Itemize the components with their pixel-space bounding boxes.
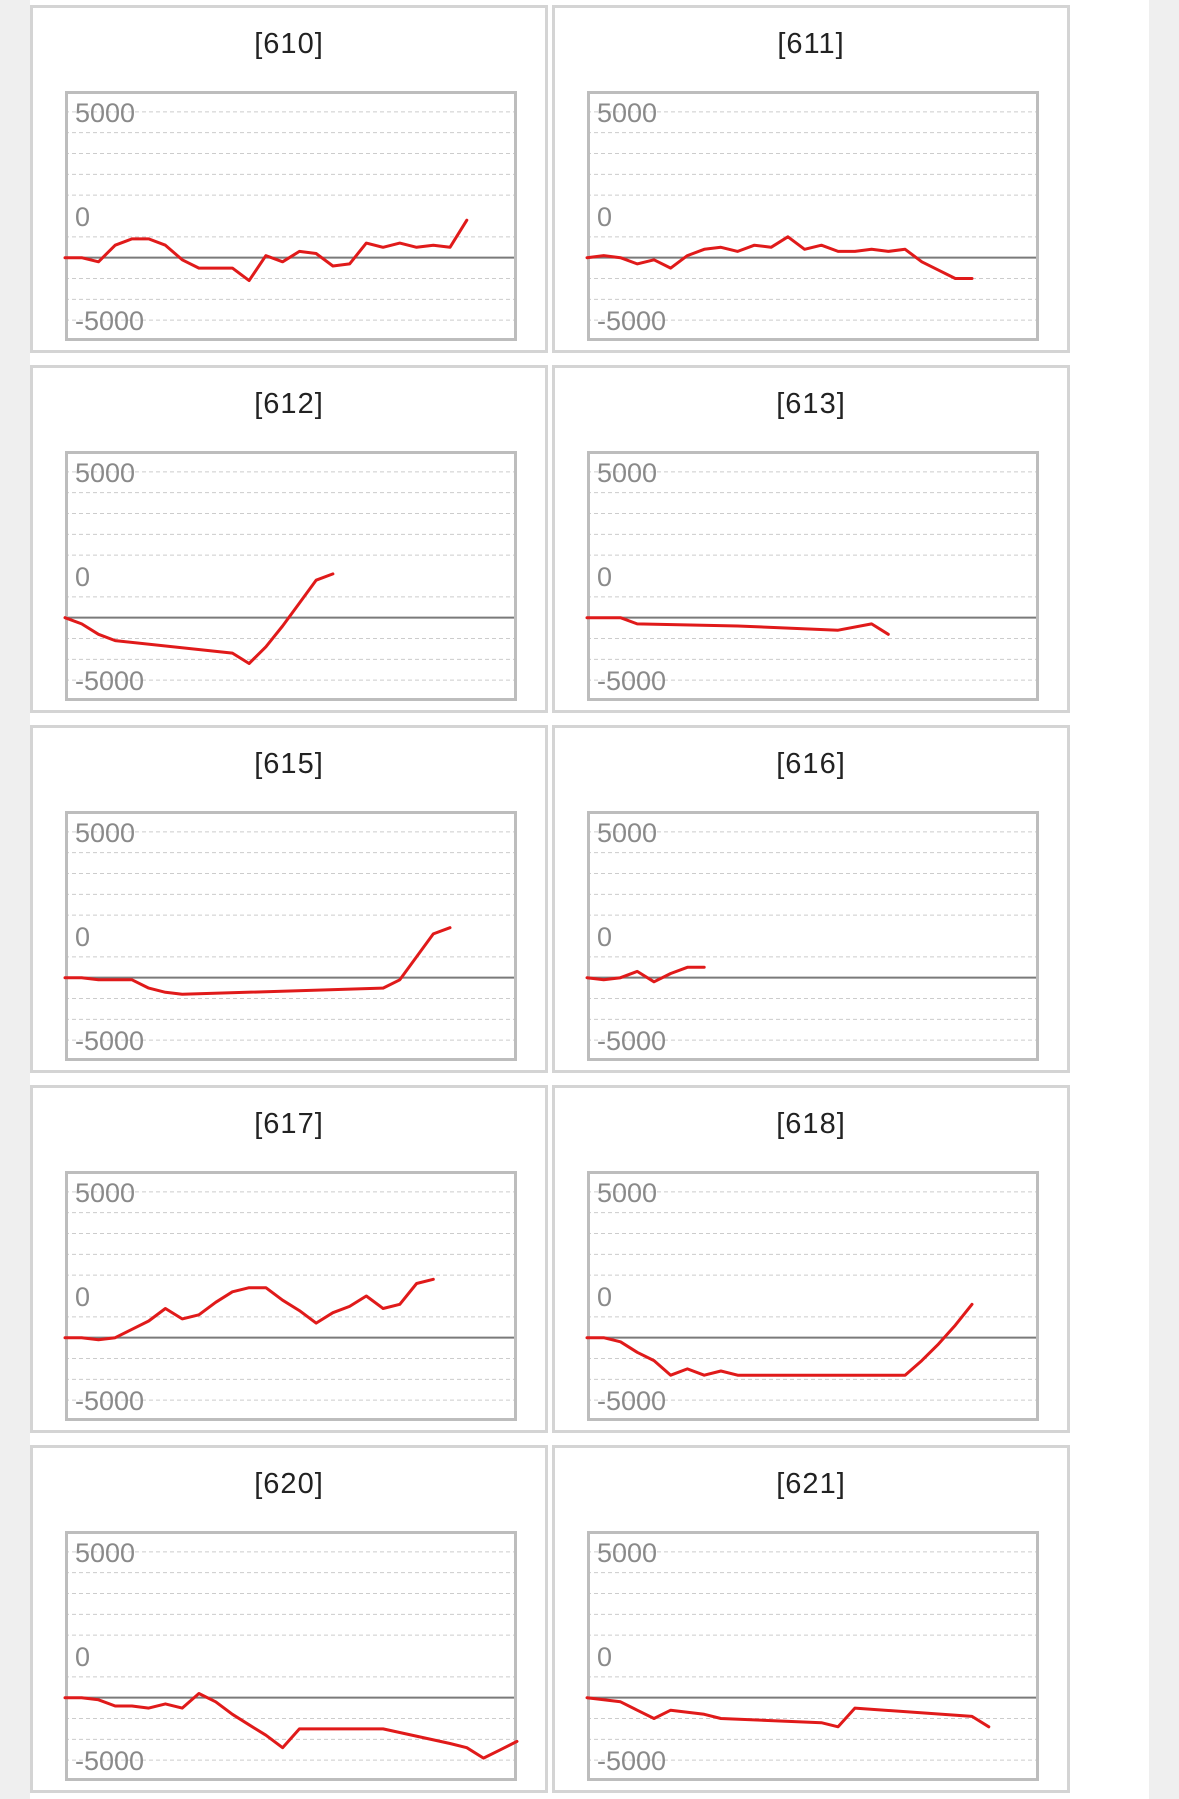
y-tick-label: 5000 <box>597 1538 657 1568</box>
chart-panel: [617] 5000 0 -5000 <box>30 1085 548 1433</box>
line-chart: 5000 0 -5000 <box>63 451 517 701</box>
plot-frame <box>65 1531 517 1781</box>
series-line <box>585 1696 991 1729</box>
y-tick-label: 0 <box>75 202 90 232</box>
chart-title: [615] <box>254 748 324 780</box>
series-line <box>585 616 890 636</box>
chart-panel: [613] 5000 0 -5000 <box>552 365 1070 713</box>
y-tick-label: 5000 <box>597 1178 657 1208</box>
plot-frame <box>65 451 517 701</box>
chart-panel: [616] 5000 0 -5000 <box>552 725 1070 1073</box>
y-tick-label: 5000 <box>597 98 657 128</box>
chart-panel: [612] 5000 0 -5000 <box>30 365 548 713</box>
line-chart: 5000 0 -5000 <box>63 1171 517 1421</box>
series-line <box>63 218 469 283</box>
y-tick-label: 0 <box>597 562 612 592</box>
chart-title: [620] <box>254 1468 324 1500</box>
y-tick-label: 0 <box>75 1282 90 1312</box>
line-chart: 5000 0 -5000 <box>585 451 1039 701</box>
chart-title: [611] <box>777 28 845 60</box>
plot-frame <box>587 1171 1039 1421</box>
chart-title: [610] <box>254 28 324 60</box>
chart-title: [617] <box>254 1108 324 1140</box>
y-tick-label: 0 <box>597 1282 612 1312</box>
chart-title: [613] <box>776 388 846 420</box>
chart-panel: [620] 5000 0 -5000 <box>30 1445 548 1793</box>
chart-title: [618] <box>776 1108 846 1140</box>
chart-panel: [618] 5000 0 -5000 <box>552 1085 1070 1433</box>
line-chart: 5000 0 -5000 <box>63 91 517 341</box>
plot-frame <box>65 1171 517 1421</box>
y-tick-label: -5000 <box>75 1026 144 1056</box>
plot-frame <box>587 1531 1039 1781</box>
y-tick-label: 0 <box>75 922 90 952</box>
plot-frame <box>587 91 1039 341</box>
line-chart: 5000 0 -5000 <box>63 1531 519 1781</box>
y-tick-label: -5000 <box>597 1386 666 1416</box>
chart-title: [612] <box>254 388 324 420</box>
y-tick-label: 5000 <box>75 98 135 128</box>
line-chart: 5000 0 -5000 <box>585 1531 1039 1781</box>
y-tick-label: 5000 <box>75 818 135 848</box>
y-tick-label: 5000 <box>75 458 135 488</box>
series-line <box>63 572 335 665</box>
plot-frame <box>587 451 1039 701</box>
y-tick-label: 0 <box>597 922 612 952</box>
series-line <box>585 235 974 280</box>
chart-panel: [615] 5000 0 -5000 <box>30 725 548 1073</box>
y-tick-label: -5000 <box>75 306 144 336</box>
plot-frame <box>65 91 517 341</box>
y-tick-label: 0 <box>597 1642 612 1672</box>
line-chart: 5000 0 -5000 <box>63 811 517 1061</box>
chart-panel: [621] 5000 0 -5000 <box>552 1445 1070 1793</box>
y-tick-label: -5000 <box>597 666 666 696</box>
y-tick-label: -5000 <box>75 666 144 696</box>
chart-panel: [611] 5000 0 -5000 <box>552 5 1070 353</box>
y-tick-label: 5000 <box>597 818 657 848</box>
y-tick-label: 0 <box>75 1642 90 1672</box>
y-tick-label: -5000 <box>597 1026 666 1056</box>
y-tick-label: 0 <box>597 202 612 232</box>
line-chart: 5000 0 -5000 <box>585 91 1039 341</box>
y-tick-label: 5000 <box>597 458 657 488</box>
line-chart: 5000 0 -5000 <box>585 811 1039 1061</box>
series-line <box>585 1302 974 1377</box>
y-tick-label: 5000 <box>75 1178 135 1208</box>
y-tick-label: -5000 <box>597 1746 666 1776</box>
chart-title: [616] <box>776 748 846 780</box>
y-tick-label: 5000 <box>75 1538 135 1568</box>
series-line <box>585 965 706 984</box>
series-line <box>63 1692 519 1760</box>
plot-frame <box>65 811 517 1061</box>
chart-title: [621] <box>776 1468 846 1500</box>
series-line <box>63 1277 435 1342</box>
plot-frame <box>587 811 1039 1061</box>
series-line <box>63 926 452 996</box>
y-tick-label: -5000 <box>597 306 666 336</box>
line-chart: 5000 0 -5000 <box>585 1171 1039 1421</box>
y-tick-label: 0 <box>75 562 90 592</box>
chart-panel: [610] 5000 0 -5000 <box>30 5 548 353</box>
y-tick-label: -5000 <box>75 1386 144 1416</box>
y-tick-label: -5000 <box>75 1746 144 1776</box>
